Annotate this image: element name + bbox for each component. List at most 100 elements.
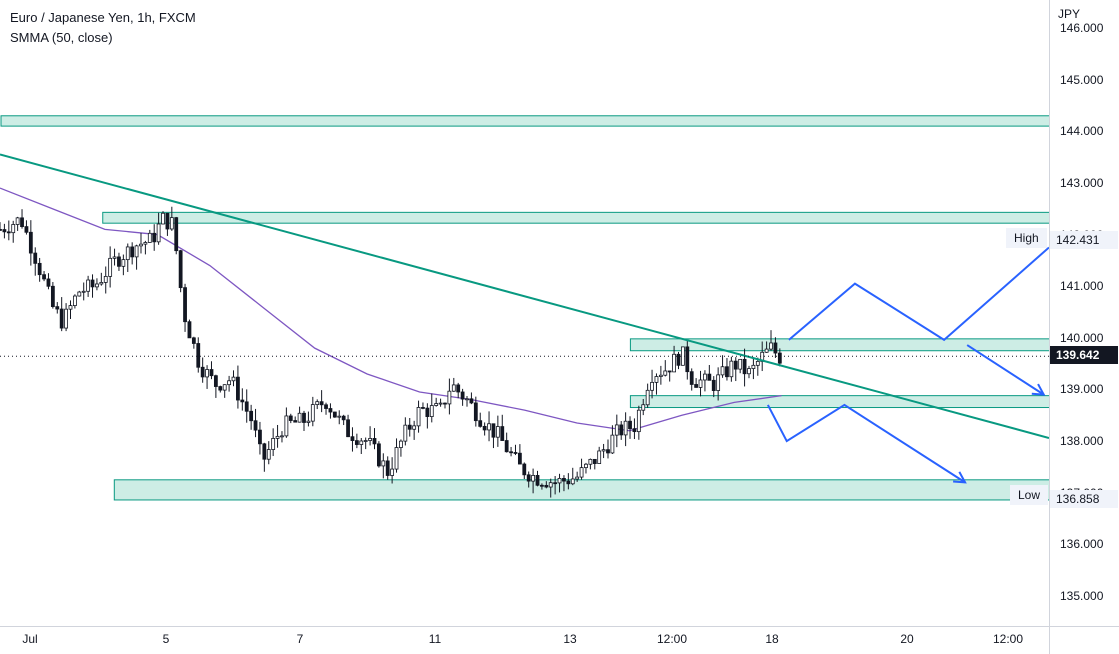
candle-body [156, 223, 161, 243]
candle-body [288, 415, 293, 421]
candle-body [632, 428, 637, 433]
price-tick: 143.000 [1060, 175, 1104, 190]
candle-body [315, 401, 320, 405]
candle-body [592, 458, 597, 464]
candle-body [751, 364, 756, 369]
candle-body [328, 408, 333, 413]
candle-body [218, 386, 223, 391]
candle-body [306, 420, 311, 423]
zone-rect [102, 211, 1049, 224]
candle-body [667, 370, 672, 373]
price-chart[interactable] [0, 0, 1049, 626]
candle-body [354, 440, 359, 445]
candle-body [570, 478, 575, 485]
candle-body [359, 440, 364, 445]
time-label: Jul [22, 632, 38, 646]
candle-body [548, 482, 553, 488]
candle-body [773, 342, 778, 354]
candle-body [363, 440, 368, 442]
price-axis[interactable]: JPY 146.000145.000144.000143.000142.0001… [1049, 0, 1119, 626]
candle-body [619, 424, 624, 436]
candle-body [346, 419, 350, 438]
candle-body [381, 460, 386, 467]
candle-body [725, 366, 729, 378]
candle-body [165, 212, 170, 230]
price-tick: 145.000 [1060, 72, 1104, 87]
candle-body [447, 390, 452, 405]
candle-body [487, 423, 491, 431]
candle-body [685, 346, 690, 373]
candle-body [191, 337, 196, 344]
price-tick: 136.000 [1060, 537, 1104, 552]
candle-body [266, 449, 271, 460]
candle-body [434, 403, 439, 406]
candle-body [130, 246, 135, 258]
candle-body [522, 463, 527, 476]
candle-body [68, 305, 73, 310]
candle-body [280, 435, 284, 438]
candle-body [143, 242, 148, 245]
candle-body [33, 252, 38, 264]
candle-body [579, 467, 584, 478]
candle-body [90, 279, 95, 288]
price-tick: 138.000 [1060, 434, 1104, 449]
candle-body [368, 438, 372, 441]
price-tick: 140.000 [1060, 330, 1104, 345]
price-tick: 139.000 [1060, 382, 1104, 397]
candle-body [676, 353, 681, 366]
candle-body [262, 443, 267, 460]
chart-area[interactable]: Euro / Japanese Yen, 1h, FXCM SMMA (50, … [0, 0, 1049, 626]
candle-body [588, 458, 593, 465]
candle-body [473, 402, 478, 422]
candle-body [658, 374, 663, 377]
low-price-tag: 136.858 [1050, 490, 1118, 508]
candle-body [222, 384, 227, 391]
candle-body [606, 449, 610, 454]
time-axis[interactable]: Jul 5 7 11 13 12:00 18 20 12:00 [0, 626, 1049, 654]
symbol-legend[interactable]: Euro / Japanese Yen, 1h, FXCM [10, 10, 196, 25]
candle-body [517, 452, 522, 465]
candle-body [376, 443, 381, 467]
candle-body [350, 436, 355, 441]
candle-body [623, 420, 628, 436]
indicator-legend[interactable]: SMMA (50, close) [10, 30, 113, 45]
candle-body [526, 474, 531, 482]
candle-body [456, 384, 461, 393]
candle-body [769, 342, 773, 350]
candle-body [284, 415, 289, 437]
candle-body [55, 306, 60, 310]
axis-corner [1049, 626, 1119, 654]
candle-body [46, 278, 51, 287]
arrow-head [953, 471, 967, 484]
candle-body [108, 257, 113, 277]
time-label: 11 [428, 632, 442, 646]
candle-body [302, 412, 306, 423]
candle-body [531, 475, 536, 482]
candle-body [584, 463, 588, 469]
candle-body [139, 243, 143, 247]
candle-body [610, 434, 615, 454]
candle-body [407, 424, 412, 430]
projection-path [788, 246, 1049, 342]
time-label: 12:00 [992, 632, 1024, 646]
candle-body [319, 401, 324, 406]
candle-body [231, 376, 236, 382]
time-label: 5 [162, 632, 170, 646]
candle-body [491, 423, 496, 438]
candle-body [443, 402, 447, 405]
candle-body [121, 259, 126, 267]
candle-body [310, 404, 315, 422]
candle-body [680, 346, 685, 366]
time-label: 12:00 [656, 632, 688, 646]
candle-body [196, 343, 201, 368]
candle-body [645, 389, 650, 406]
candle-body [385, 460, 390, 476]
candle-body [451, 384, 456, 392]
candle-body [720, 366, 725, 376]
candle-body [575, 476, 580, 480]
candle-body [249, 410, 254, 422]
candle-body [614, 424, 619, 436]
arrow-head [1031, 383, 1046, 396]
candle-body [258, 429, 262, 445]
candle-body [99, 282, 104, 285]
